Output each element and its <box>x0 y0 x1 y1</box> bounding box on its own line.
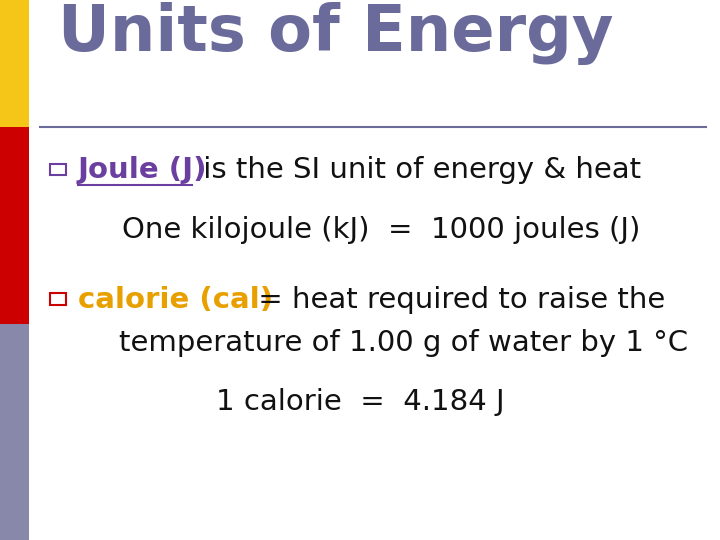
Text: is the SI unit of energy & heat: is the SI unit of energy & heat <box>194 156 641 184</box>
Text: = heat required to raise the: = heat required to raise the <box>249 286 665 314</box>
Bar <box>0 0 29 127</box>
Text: Joule (J): Joule (J) <box>78 156 207 184</box>
Bar <box>50 293 66 305</box>
Text: Units of Energy: Units of Energy <box>58 2 613 65</box>
Text: One kilojoule (kJ)  =  1000 joules (J): One kilojoule (kJ) = 1000 joules (J) <box>122 215 641 244</box>
Text: 1 calorie  =  4.184 J: 1 calorie = 4.184 J <box>216 388 505 416</box>
Bar <box>0 127 29 324</box>
Bar <box>0 324 29 540</box>
Text: calorie (cal): calorie (cal) <box>78 286 273 314</box>
Text: temperature of 1.00 g of water by 1 °C: temperature of 1.00 g of water by 1 °C <box>119 329 688 357</box>
Bar <box>50 164 66 176</box>
